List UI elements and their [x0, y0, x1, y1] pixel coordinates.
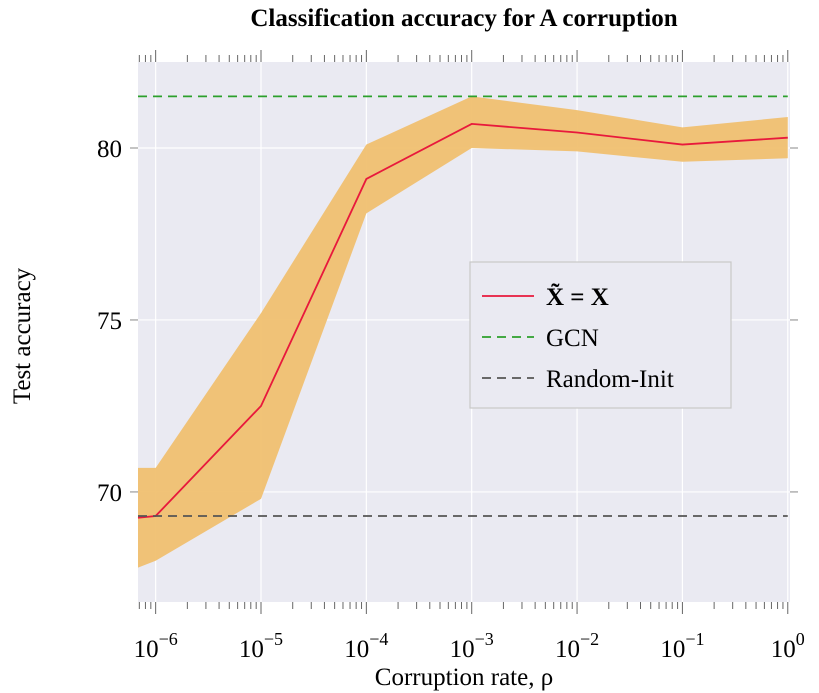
- x-axis-label: Corruption rate, ρ: [375, 664, 553, 691]
- y-tick-label: 80: [97, 136, 122, 163]
- legend-box: [469, 261, 732, 409]
- x-tick-labels: 10−6 10−5 10−4 10−3 10−2 10−1 100: [134, 629, 805, 663]
- x-tick-label: 10−3: [450, 629, 494, 663]
- legend-label-0: X̃ = X: [546, 283, 609, 311]
- x-tick-label: 10−4: [344, 629, 388, 663]
- legend: X̃ = X GCN Random-Init: [469, 261, 732, 409]
- legend-label-2: Random-Init: [546, 366, 674, 393]
- confidence-band: [138, 96, 788, 568]
- x-tick-label: 10−1: [660, 629, 704, 663]
- x-tick-label: 100: [771, 629, 805, 663]
- series-group: [137, 95, 788, 519]
- x-tick-label: 10−5: [239, 629, 283, 663]
- legend-label-1: GCN: [546, 325, 599, 352]
- y-tick-labels: 70 75 80: [97, 136, 122, 507]
- x-tick-label: 10−6: [134, 629, 178, 663]
- chart-title: Classification accuracy for A corruption: [250, 5, 677, 32]
- y-tick-label: 75: [97, 308, 122, 335]
- series-line-0: [137, 122, 788, 519]
- minor-ticks: [138, 50, 789, 614]
- y-axis-label: Test accuracy: [9, 267, 36, 404]
- x-tick-label: 10−2: [555, 629, 599, 663]
- y-tick-label: 70: [97, 480, 122, 507]
